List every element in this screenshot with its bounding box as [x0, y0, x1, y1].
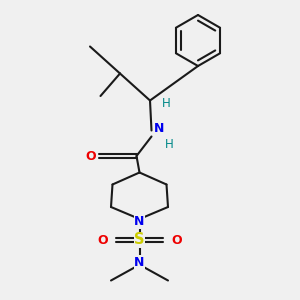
- Text: O: O: [97, 233, 108, 247]
- Text: O: O: [85, 149, 96, 163]
- Text: H: H: [165, 137, 174, 151]
- Text: N: N: [154, 122, 164, 136]
- Text: H: H: [162, 97, 171, 110]
- Text: O: O: [171, 233, 182, 247]
- Text: N: N: [134, 256, 145, 269]
- Text: N: N: [134, 215, 145, 228]
- Text: S: S: [134, 232, 145, 247]
